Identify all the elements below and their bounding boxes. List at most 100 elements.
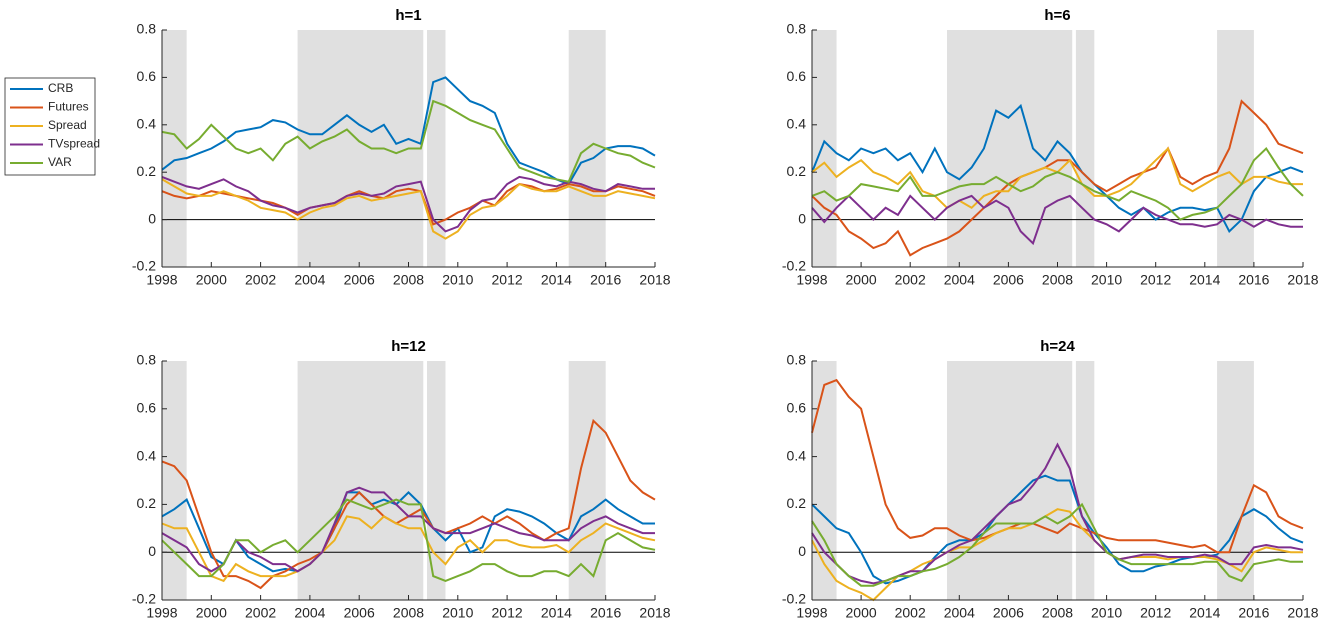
legend-label: TVspread — [48, 137, 100, 151]
x-tick-label: 1998 — [146, 605, 177, 621]
panel: -0.2 0 0.2 0.4 0.6 0.8 1998 2000 2002 2004 2006 200… — [782, 338, 1319, 621]
y-tick-label: 0.4 — [787, 116, 807, 132]
x-tick-label: 2014 — [541, 605, 572, 621]
x-tick-label: 2014 — [1189, 605, 1220, 621]
series-line — [161, 175, 655, 233]
x-tick-label: 2012 — [1140, 272, 1171, 288]
series-line — [161, 486, 655, 573]
y-tick-label: 0.6 — [137, 400, 157, 416]
y-tick-label: 0.2 — [137, 495, 157, 511]
panel: -0.2 0 0.2 0.4 0.6 0.8 1998 2000 2002 2004 2006 200… — [4, 7, 671, 288]
x-tick-label: 2002 — [895, 605, 926, 621]
series-line — [161, 498, 656, 582]
x-tick-label: 2004 — [294, 605, 325, 621]
recession-band — [426, 30, 446, 267]
series-line — [161, 99, 656, 183]
series-line — [161, 491, 655, 573]
series-line — [811, 474, 1304, 585]
x-tick-label: 2004 — [944, 272, 975, 288]
y-tick-label: 0.6 — [787, 68, 807, 84]
series-line — [811, 99, 1304, 257]
series-line — [161, 183, 656, 226]
x-tick-label: 2018 — [639, 272, 670, 288]
series-line — [811, 194, 1303, 246]
x-tick-label: 2010 — [442, 272, 473, 288]
recession-band — [297, 30, 424, 267]
x-tick-label: 2006 — [993, 605, 1024, 621]
x-tick-label: 2012 — [1140, 605, 1171, 621]
x-tick-label: 1998 — [796, 272, 827, 288]
x-tick-label: 2008 — [393, 272, 424, 288]
legend: CRB Futures Spread TVspread VAR — [4, 77, 100, 176]
x-tick-label: 2010 — [1091, 272, 1122, 288]
x-tick-label: 2008 — [1042, 272, 1073, 288]
series-line — [161, 515, 656, 583]
y-tick-label: 0 — [798, 210, 806, 226]
y-tick-label: 0 — [148, 543, 156, 559]
series-line — [161, 76, 656, 186]
y-tick-label: 0.8 — [787, 352, 807, 368]
legend-label: VAR — [48, 155, 72, 169]
chart-title: h=1 — [395, 7, 421, 24]
y-tick-label: 0.6 — [137, 68, 157, 84]
recession-band — [162, 30, 187, 267]
x-tick-label: 2000 — [196, 272, 227, 288]
x-tick-label: 2004 — [294, 272, 325, 288]
x-tick-label: 2016 — [1238, 605, 1269, 621]
x-tick-label: 2018 — [1287, 605, 1318, 621]
legend-label: Spread — [48, 118, 87, 132]
recession-band — [1217, 30, 1254, 267]
x-tick-label: 2012 — [492, 605, 523, 621]
recession-band — [947, 30, 1073, 267]
y-tick-label: 0.8 — [137, 352, 157, 368]
y-tick-label: 0.8 — [787, 21, 807, 37]
recession-band — [1075, 30, 1095, 267]
series-line — [161, 178, 656, 240]
series-line — [811, 103, 1304, 234]
x-tick-label: 2008 — [1042, 605, 1073, 621]
recession-band — [947, 361, 1073, 600]
x-tick-label: 2006 — [344, 605, 375, 621]
recession-band — [1075, 361, 1095, 600]
x-tick-label: 2000 — [846, 272, 877, 288]
x-tick-label: 2002 — [245, 605, 276, 621]
x-tick-label: 2018 — [639, 605, 670, 621]
x-tick-label: 2008 — [393, 605, 424, 621]
chart-title: h=24 — [1040, 338, 1075, 355]
y-tick-label: 0.2 — [137, 163, 157, 179]
x-tick-label: 2016 — [1238, 272, 1269, 288]
y-tick-label: 0 — [148, 210, 156, 226]
x-tick-label: 2000 — [846, 605, 877, 621]
x-tick-label: 2012 — [492, 272, 523, 288]
series-line — [811, 502, 1303, 587]
x-tick-label: 2004 — [944, 605, 975, 621]
x-tick-label: 2014 — [541, 272, 572, 288]
chart-title: h=12 — [391, 338, 426, 355]
x-tick-label: 2000 — [196, 605, 227, 621]
y-tick-label: 0.6 — [787, 400, 807, 416]
x-tick-label: 2010 — [1091, 605, 1122, 621]
y-tick-label: 0.4 — [137, 447, 157, 463]
chart-title: h=6 — [1044, 7, 1070, 24]
x-tick-label: 2006 — [993, 272, 1024, 288]
x-tick-label: 2016 — [590, 272, 621, 288]
legend-label: CRB — [48, 81, 73, 95]
legend-label: Futures — [48, 100, 89, 114]
recession-band — [162, 361, 187, 600]
x-tick-label: 2002 — [895, 272, 926, 288]
y-tick-label: -0.2 — [782, 591, 806, 607]
y-tick-label: 0.4 — [787, 447, 807, 463]
x-tick-label: 1998 — [796, 605, 827, 621]
x-tick-label: 2006 — [344, 272, 375, 288]
y-tick-label: 0.2 — [787, 495, 807, 511]
series-line — [811, 508, 1303, 602]
recession-band — [426, 361, 446, 600]
series-line — [811, 146, 1304, 221]
y-tick-label: 0.8 — [137, 21, 157, 37]
y-tick-label: -0.2 — [782, 258, 806, 274]
y-tick-label: 0.2 — [787, 163, 807, 179]
recession-band — [568, 361, 606, 600]
y-tick-label: -0.2 — [132, 258, 156, 274]
